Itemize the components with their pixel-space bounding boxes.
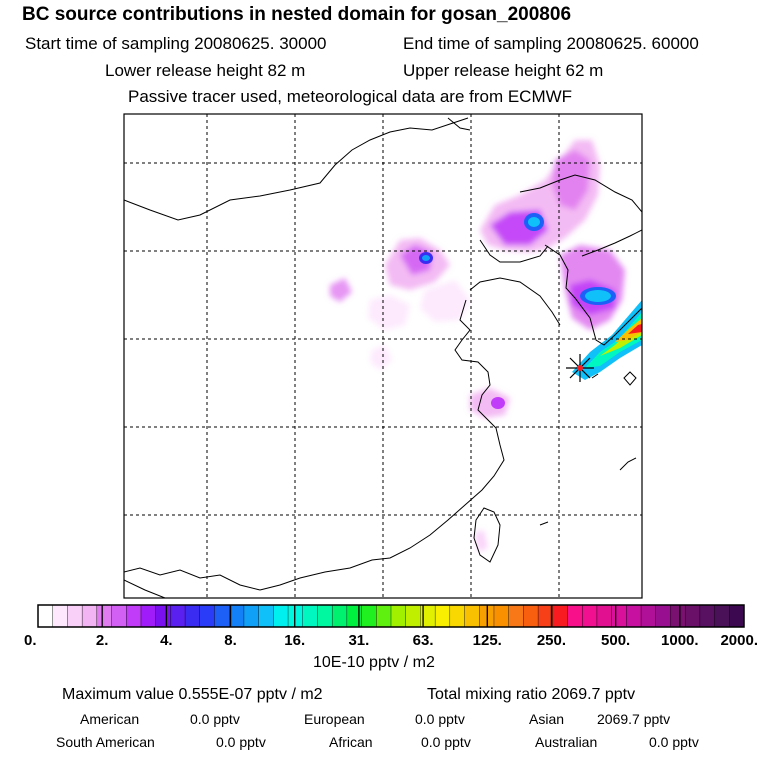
contrib-value-asian: 2069.7 pptv xyxy=(597,711,671,727)
contrib-value-american: 0.0 pptv xyxy=(190,711,240,727)
contrib-value-african: 0.0 pptv xyxy=(421,734,471,750)
colorbar-cell xyxy=(184,604,201,628)
colorbar-cell xyxy=(258,604,274,628)
colorbar-cell xyxy=(508,604,524,628)
colorbar-cell xyxy=(37,604,54,628)
colorbar-cell xyxy=(670,604,686,628)
colorbar-cell xyxy=(582,604,598,628)
colorbar-cell xyxy=(81,604,98,628)
colorbar-cell xyxy=(170,604,186,628)
colorbar-units-label: 10E-10 pptv / m2 xyxy=(313,654,435,671)
colorbar-border xyxy=(37,604,745,628)
colorbar-cell xyxy=(214,604,230,628)
lat-lon-grid xyxy=(124,114,642,598)
colorbar-cell xyxy=(567,604,583,628)
colorbar-cell xyxy=(434,604,451,628)
colorbar-cell xyxy=(376,604,392,628)
colorbar-cell xyxy=(243,604,260,628)
colorbar-tick-label: 16. xyxy=(284,632,305,649)
map-border xyxy=(123,113,643,599)
colorbar-cell xyxy=(390,604,407,628)
coastline-layer xyxy=(124,117,642,598)
colorbar-cell xyxy=(273,604,289,628)
colorbar-cell xyxy=(464,604,480,628)
colorbar-tick-labels: 0. 2. 4. 8. 16. 31. 63. 125. 250. 500. 1000. 2000. xyxy=(24,632,758,649)
colorbar-tick-label: 125. xyxy=(473,632,502,649)
receptor-dot xyxy=(577,365,583,371)
colorbar-tick-label: 4. xyxy=(160,632,173,649)
lower-release-height-label: Lower release height 82 m xyxy=(105,61,306,80)
colorbar-major-ticks xyxy=(101,605,681,627)
colorbar-cell xyxy=(361,604,377,628)
colorbar-cell xyxy=(229,604,245,628)
colorbar-tick-label: 2. xyxy=(96,632,109,649)
contrib-name-south-american: South American xyxy=(56,734,155,750)
colorbar-cell xyxy=(96,604,113,628)
colorbar-tick-label: 0. xyxy=(24,632,37,649)
colorbar-cell xyxy=(331,604,348,628)
colorbar-tick-label: 8. xyxy=(224,632,237,649)
colorbar-cell xyxy=(729,604,745,628)
colorbar-cell xyxy=(596,604,613,628)
colorbar-cells xyxy=(37,604,745,628)
colorbar-cell xyxy=(611,604,627,628)
colorbar-cell xyxy=(699,604,716,628)
concentration-field xyxy=(330,140,642,552)
colorbar-cell xyxy=(714,604,730,628)
colorbar-cell xyxy=(302,604,318,628)
end-time-label: End time of sampling 20080625. 60000 xyxy=(403,34,699,53)
colorbar-cell xyxy=(126,604,142,628)
colorbar-cell xyxy=(346,604,363,628)
colorbar-cell xyxy=(523,604,539,628)
colorbar-cell xyxy=(626,604,642,628)
colorbar-cell xyxy=(52,604,68,628)
colorbar-cell xyxy=(67,604,83,628)
contrib-value-european: 0.0 pptv xyxy=(415,711,465,727)
upper-release-height-label: Upper release height 62 m xyxy=(403,61,604,80)
plot-title: BC source contributions in nested domain… xyxy=(22,4,572,25)
contrib-name-european: European xyxy=(304,711,365,727)
contrib-name-asian: Asian xyxy=(529,711,565,727)
colorbar-cell xyxy=(655,604,671,628)
contrib-name-australian: Australian xyxy=(535,734,598,750)
colorbar-cell xyxy=(287,604,304,628)
colorbar-cell xyxy=(552,604,568,628)
contrib-name-african: African xyxy=(329,734,373,750)
colorbar-cell xyxy=(199,604,215,628)
total-mixing-ratio-label: Total mixing ratio 2069.7 pptv xyxy=(427,686,636,703)
start-time-label: Start time of sampling 20080625. 30000 xyxy=(25,34,327,53)
colorbar-cell xyxy=(111,604,127,628)
colorbar-cell xyxy=(317,604,333,628)
contrib-name-american: American xyxy=(80,711,140,727)
tracer-note-label: Passive tracer used, meteorological data… xyxy=(128,87,573,106)
colorbar-cell xyxy=(640,604,657,628)
colorbar-tick-label: 500. xyxy=(601,632,630,649)
colorbar-tick-label: 63. xyxy=(413,632,434,649)
colorbar-cell xyxy=(449,604,466,628)
colorbar-cell xyxy=(155,604,171,628)
contrib-value-south-american: 0.0 pptv xyxy=(216,734,266,750)
colorbar-cell xyxy=(405,604,421,628)
colorbar-tick-label: 31. xyxy=(348,632,369,649)
colorbar-cell xyxy=(684,604,701,628)
colorbar-tick-label: 1000. xyxy=(661,632,699,649)
colorbar-cell xyxy=(140,604,157,628)
colorbar-tick-label: 250. xyxy=(537,632,566,649)
colorbar-cell xyxy=(493,604,510,628)
maximum-value-label: Maximum value 0.555E-07 pptv / m2 xyxy=(62,686,323,703)
colorbar-tick-label: 2000. xyxy=(720,632,758,649)
contrib-value-australian: 0.0 pptv xyxy=(649,734,699,750)
